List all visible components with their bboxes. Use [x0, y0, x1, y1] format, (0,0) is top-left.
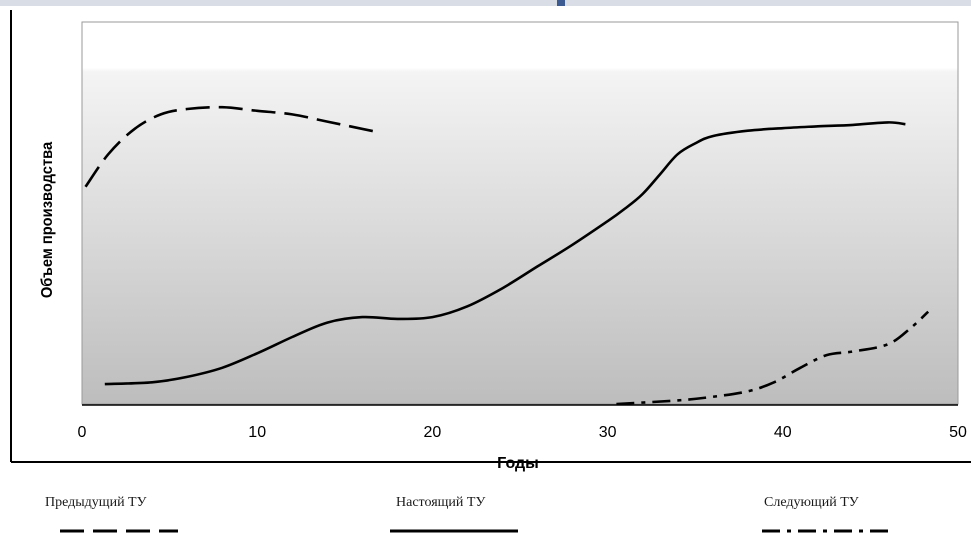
x-tick-label: 40 — [774, 424, 792, 441]
y-axis-label: Объем производства — [38, 141, 56, 298]
legend-label-next: Следующий ТУ — [764, 495, 859, 510]
x-tick-label: 0 — [78, 424, 87, 441]
legend-label-current: Настоящий ТУ — [396, 495, 486, 510]
plot-area — [81, 21, 959, 405]
series-line-3 — [616, 310, 930, 406]
legend-label-previous: Предыдущий ТУ — [45, 495, 147, 510]
x-tick-labels: 0 10 20 30 40 50 — [78, 424, 967, 441]
line-chart: 0 10 20 30 40 50 Годы Объем производства — [10, 10, 971, 472]
x-tick-label: 50 — [949, 424, 967, 441]
x-axis-label: Годы — [497, 455, 539, 472]
x-tick-label: 10 — [248, 424, 266, 441]
top-bar — [0, 0, 971, 6]
legend-swatch-next — [762, 529, 890, 533]
x-tick-label: 20 — [424, 424, 442, 441]
top-bar-accent — [557, 0, 565, 6]
x-tick-label: 30 — [599, 424, 617, 441]
legend-swatch-current — [390, 529, 518, 533]
series-layer — [84, 105, 930, 406]
series-line-2 — [104, 121, 906, 386]
legend-swatch-previous — [60, 529, 178, 533]
series-line-1 — [84, 105, 381, 188]
